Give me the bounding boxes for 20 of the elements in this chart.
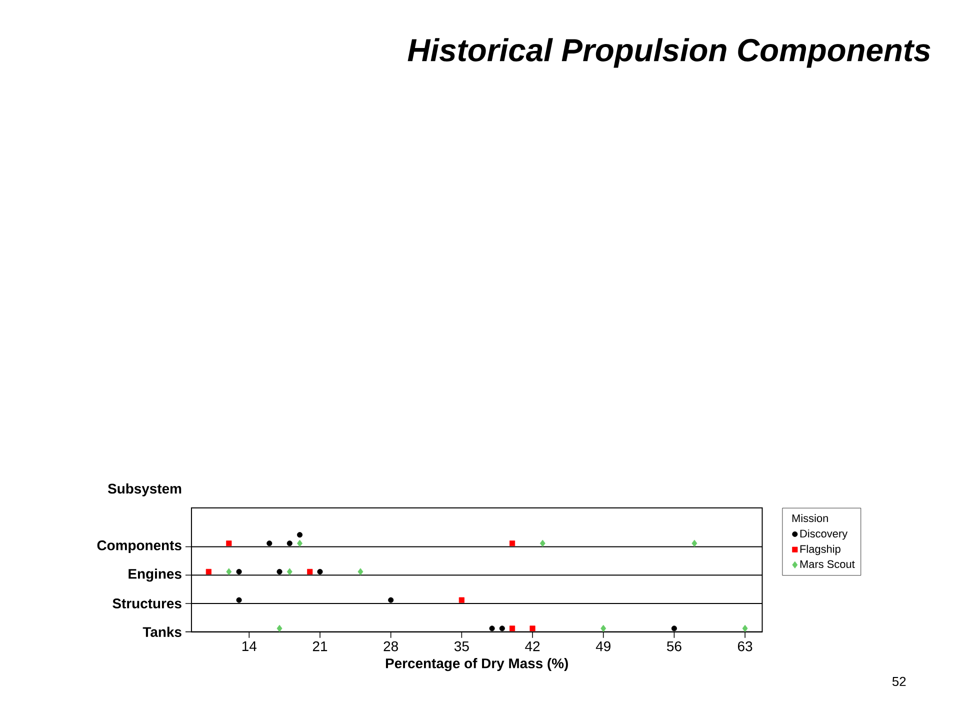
x-tick-label: 28 bbox=[384, 641, 398, 652]
text: 52 bbox=[892, 676, 906, 686]
x-axis-title: Percentage of Dry Mass (%) bbox=[386, 658, 568, 672]
x-tick-label: 14 bbox=[242, 641, 256, 651]
legend-label: Flagship bbox=[800, 544, 840, 556]
x-tick-label: 56 bbox=[667, 641, 682, 652]
y-tick-label: Structures bbox=[112, 598, 182, 608]
y-tick-label: Engines bbox=[128, 568, 182, 582]
y-axis-title: Subsystem bbox=[108, 483, 182, 496]
x-tick-label: 63 bbox=[738, 641, 752, 652]
x-tick-label: 42 bbox=[525, 641, 540, 652]
chart-title: Historical Propulsion Components bbox=[408, 38, 930, 68]
y-tick-label: Components bbox=[97, 540, 182, 553]
legend-label: Mars Scout bbox=[800, 560, 855, 568]
legend-title: Mission bbox=[792, 514, 828, 522]
y-tick-label: Tanks bbox=[142, 626, 182, 637]
legend-label: Discovery bbox=[800, 529, 848, 540]
x-tick-label: 49 bbox=[596, 641, 610, 652]
x-tick-label: 21 bbox=[312, 641, 328, 652]
x-tick-label: 35 bbox=[454, 641, 469, 652]
